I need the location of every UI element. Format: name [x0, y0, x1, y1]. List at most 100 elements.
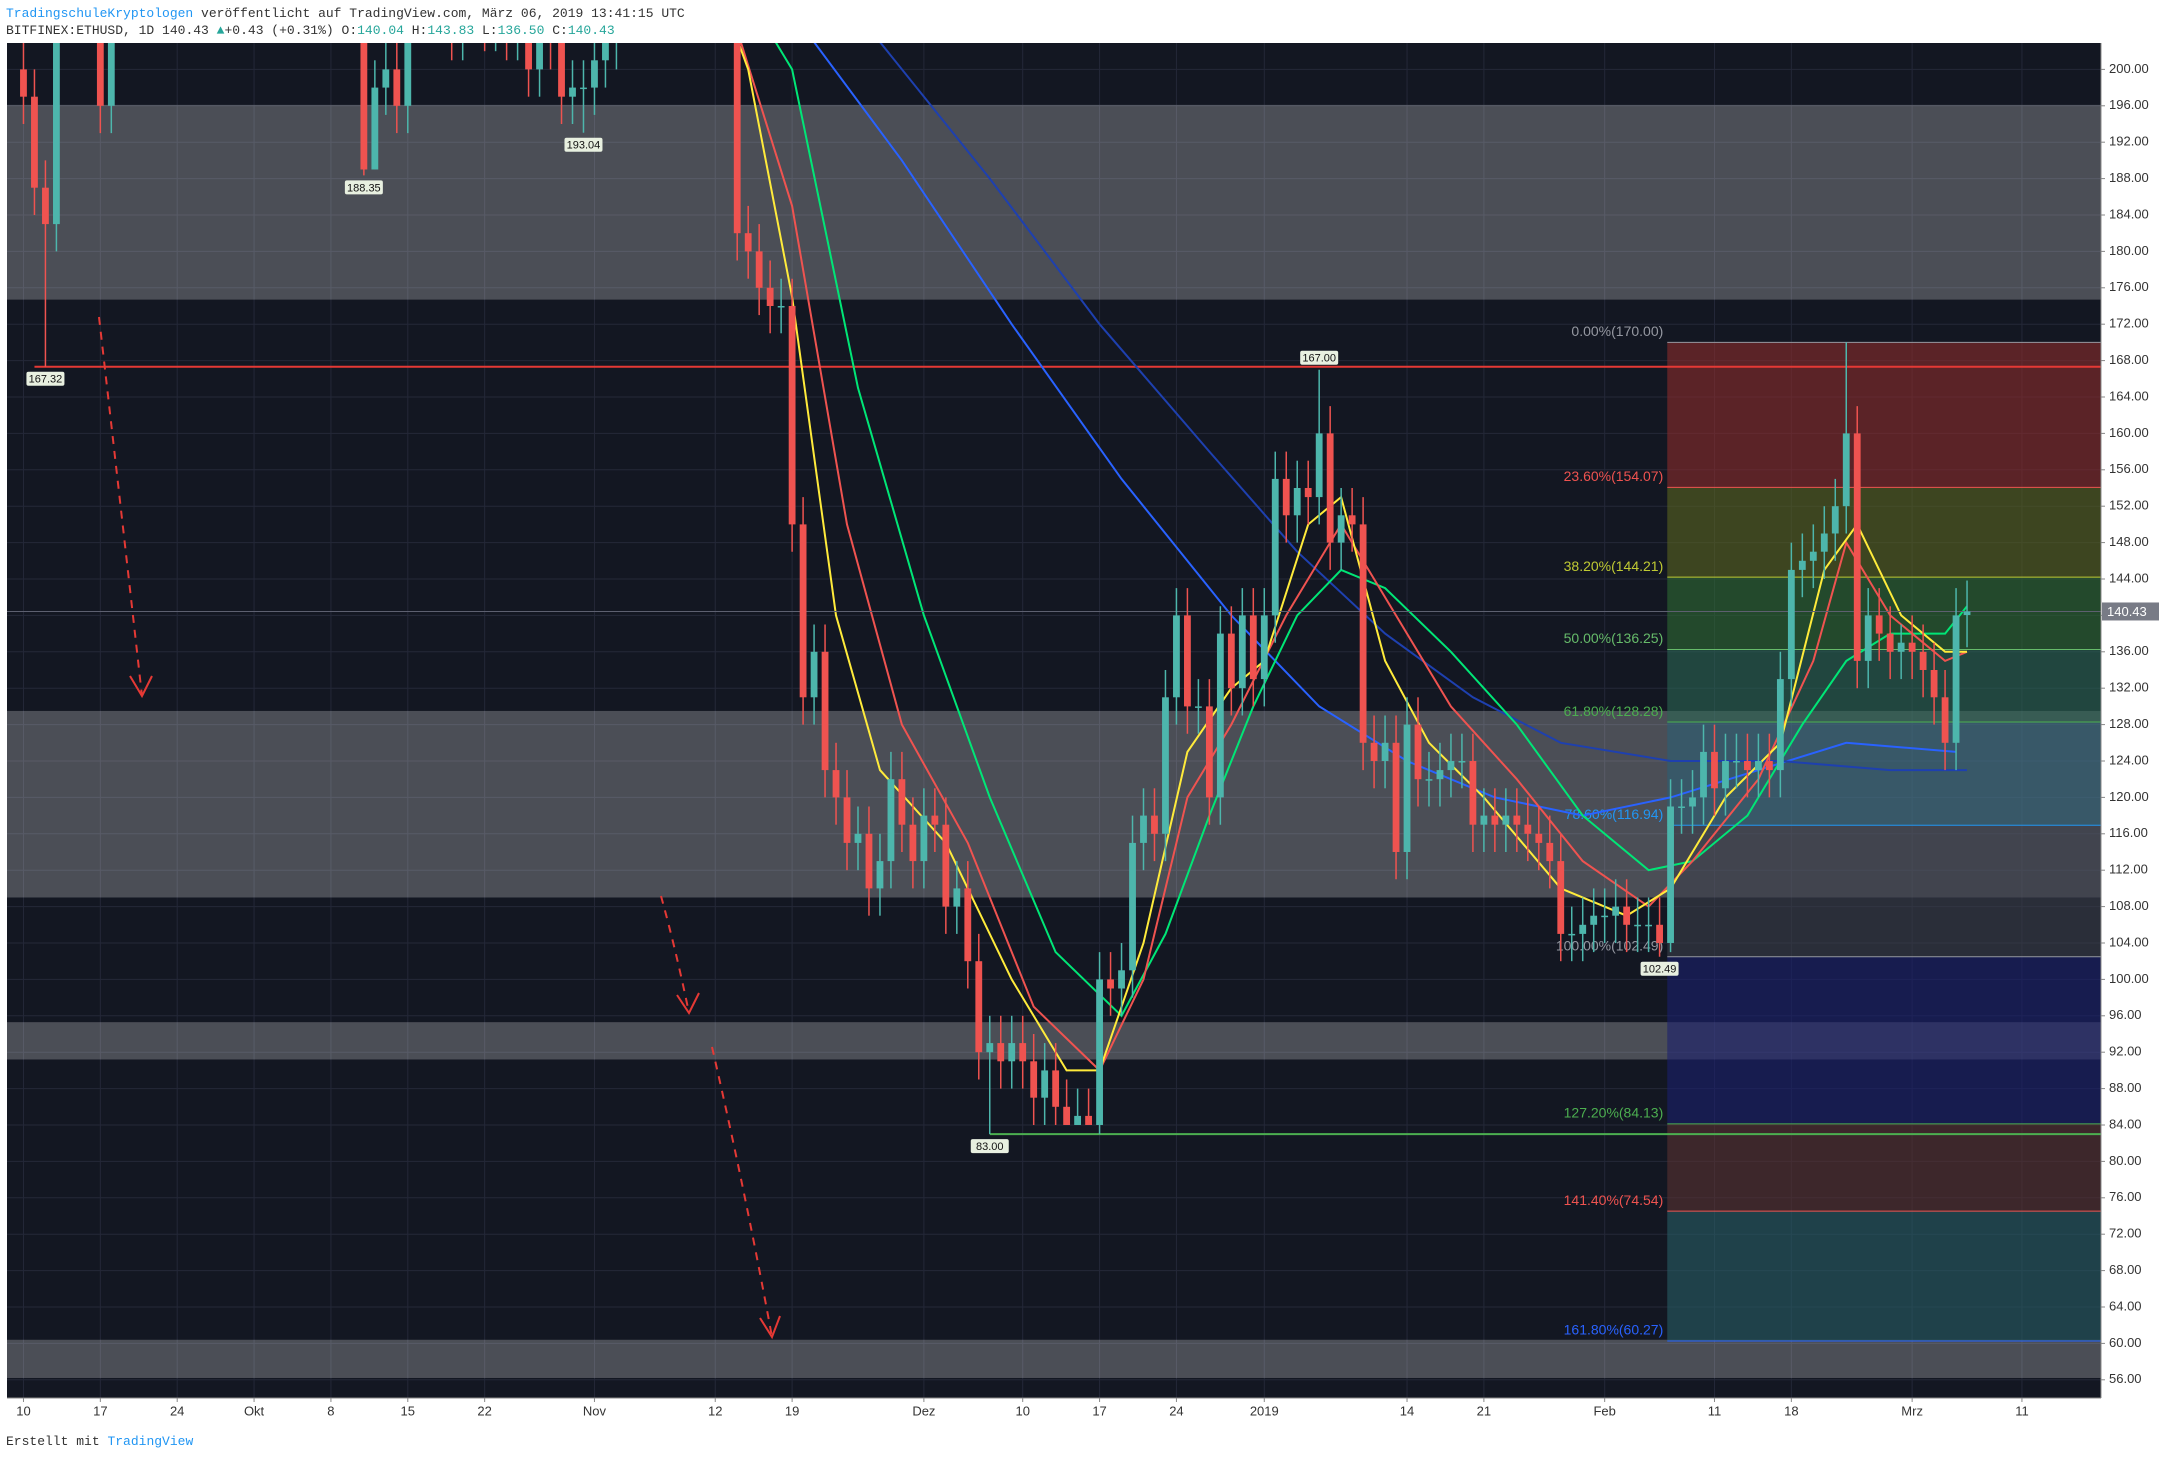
- candle-body: [1085, 1115, 1092, 1125]
- candle-body: [569, 87, 576, 97]
- forecast-arrow: [98, 316, 143, 697]
- candle-body: [1260, 615, 1268, 680]
- annotation-box: [344, 180, 383, 195]
- candle-body: [371, 87, 379, 170]
- fib-band: [1667, 649, 2101, 723]
- publisher[interactable]: TradingschuleKryptologen: [6, 6, 194, 21]
- candle-body: [42, 187, 49, 225]
- axes: 56.00 60.00 64.00 68.00 72.00 76.00 80.00 84.00…: [16, 61, 2159, 1418]
- candle-body: [1776, 679, 1784, 771]
- candle-body: [1008, 1043, 1016, 1062]
- candle-body: [788, 305, 796, 525]
- fib-label: 100.00%(102.49): [1556, 937, 1663, 953]
- forecast-arrow: [711, 1046, 773, 1338]
- candle-body: [1184, 615, 1191, 707]
- y-tick-label: 112.00: [2109, 862, 2148, 877]
- change: +0.43 (+0.31%): [224, 23, 334, 38]
- candle-body: [1326, 433, 1334, 543]
- annotation-box: [1640, 961, 1679, 976]
- fib-label: 78.60%(116.94): [1565, 806, 1664, 822]
- zone: [7, 1022, 2101, 1060]
- candle-body: [1842, 433, 1850, 507]
- zone: [7, 104, 2101, 300]
- candle-body: [810, 651, 818, 698]
- candle-body: [1886, 633, 1894, 652]
- candle-body: [1557, 861, 1565, 934]
- candle-body: [591, 60, 598, 88]
- candle-body: [953, 888, 961, 907]
- candle-body: [1667, 806, 1674, 943]
- x-tick-label: 19: [785, 1403, 799, 1418]
- candle-body: [1502, 815, 1510, 825]
- y-tick-label: 200.00: [2109, 61, 2149, 76]
- annotation-box: [564, 137, 603, 152]
- candle-body: [1140, 815, 1147, 843]
- ohlc-o: 140.04: [357, 23, 404, 38]
- y-tick-label: 140.00: [2109, 607, 2149, 622]
- annotation-label: 193.04: [567, 140, 601, 152]
- candle-body: [1359, 524, 1367, 743]
- candle-body: [1096, 979, 1103, 1125]
- y-tick-label: 156.00: [2109, 461, 2149, 476]
- y-tick-label: 196.00: [2109, 97, 2149, 112]
- annotation-box: [26, 371, 65, 386]
- y-tick-label: 152.00: [2109, 498, 2149, 513]
- point-annotation: 188.35: [344, 180, 383, 195]
- candle-body: [755, 251, 763, 288]
- candle-body: [1535, 833, 1543, 843]
- candle-body: [1205, 706, 1213, 798]
- ohlc-o-label: O:: [341, 23, 358, 38]
- candle-body: [1864, 615, 1872, 661]
- annotation-box: [970, 1139, 1009, 1154]
- candle-body: [580, 87, 587, 90]
- candle-body: [1019, 1043, 1027, 1062]
- x-tick-label: 11: [1708, 1403, 1722, 1418]
- x-tick-label: 10: [1015, 1403, 1029, 1418]
- candle-body: [31, 96, 38, 188]
- fib-band: [1667, 825, 2101, 957]
- fib-band: [1667, 722, 2101, 826]
- y-tick-label: 144.00: [2109, 570, 2149, 585]
- candle-body: [426, 0, 433, 6]
- candle-body: [1063, 1106, 1071, 1125]
- candle-body: [1458, 760, 1466, 763]
- grid: [7, 43, 2101, 1398]
- last-price-label: 140.43: [2107, 604, 2147, 619]
- moving-average: [740, 43, 1968, 1073]
- candle-body: [1162, 697, 1169, 834]
- candle-body: [843, 797, 851, 843]
- candle-body: [1370, 742, 1378, 761]
- candle-body: [832, 770, 840, 798]
- fib-band: [1667, 1123, 2101, 1212]
- candle-body: [898, 779, 906, 825]
- fib-band: [1667, 577, 2101, 650]
- annotation-label: 188.35: [347, 182, 381, 194]
- zone: [7, 1339, 2101, 1378]
- made-with: Erstellt mit: [6, 1434, 100, 1449]
- candle-body: [1227, 633, 1235, 689]
- footer: Erstellt mit TradingView: [6, 1434, 193, 1449]
- y-tick-label: 60.00: [2109, 1335, 2142, 1350]
- candle-body: [777, 305, 785, 308]
- annotation-box: [1300, 350, 1339, 365]
- candle-body: [986, 1043, 994, 1053]
- y-tick-label: 72.00: [2109, 1226, 2142, 1241]
- candle-body: [1293, 487, 1301, 516]
- published: veröffentlicht auf TradingView.com, März…: [201, 6, 685, 21]
- forecast-arrow: [660, 895, 690, 1014]
- x-tick-label: 8: [327, 1403, 334, 1418]
- y-tick-label: 100.00: [2109, 971, 2149, 986]
- candle-body: [1722, 760, 1729, 789]
- y-tick-label: 176.00: [2109, 279, 2149, 294]
- candle-body: [1787, 569, 1795, 680]
- x-tick-label: 22: [477, 1403, 491, 1418]
- y-tick-label: 116.00: [2109, 825, 2148, 840]
- moving-average: [813, 43, 1957, 817]
- candle-body: [1030, 1061, 1038, 1098]
- x-tick-label: 15: [401, 1403, 415, 1418]
- candle-body: [1173, 615, 1180, 698]
- candle-body: [1491, 815, 1499, 825]
- candle-body: [1755, 760, 1762, 771]
- brand[interactable]: TradingView: [107, 1434, 194, 1449]
- x-tick-label: 11: [2015, 1403, 2029, 1418]
